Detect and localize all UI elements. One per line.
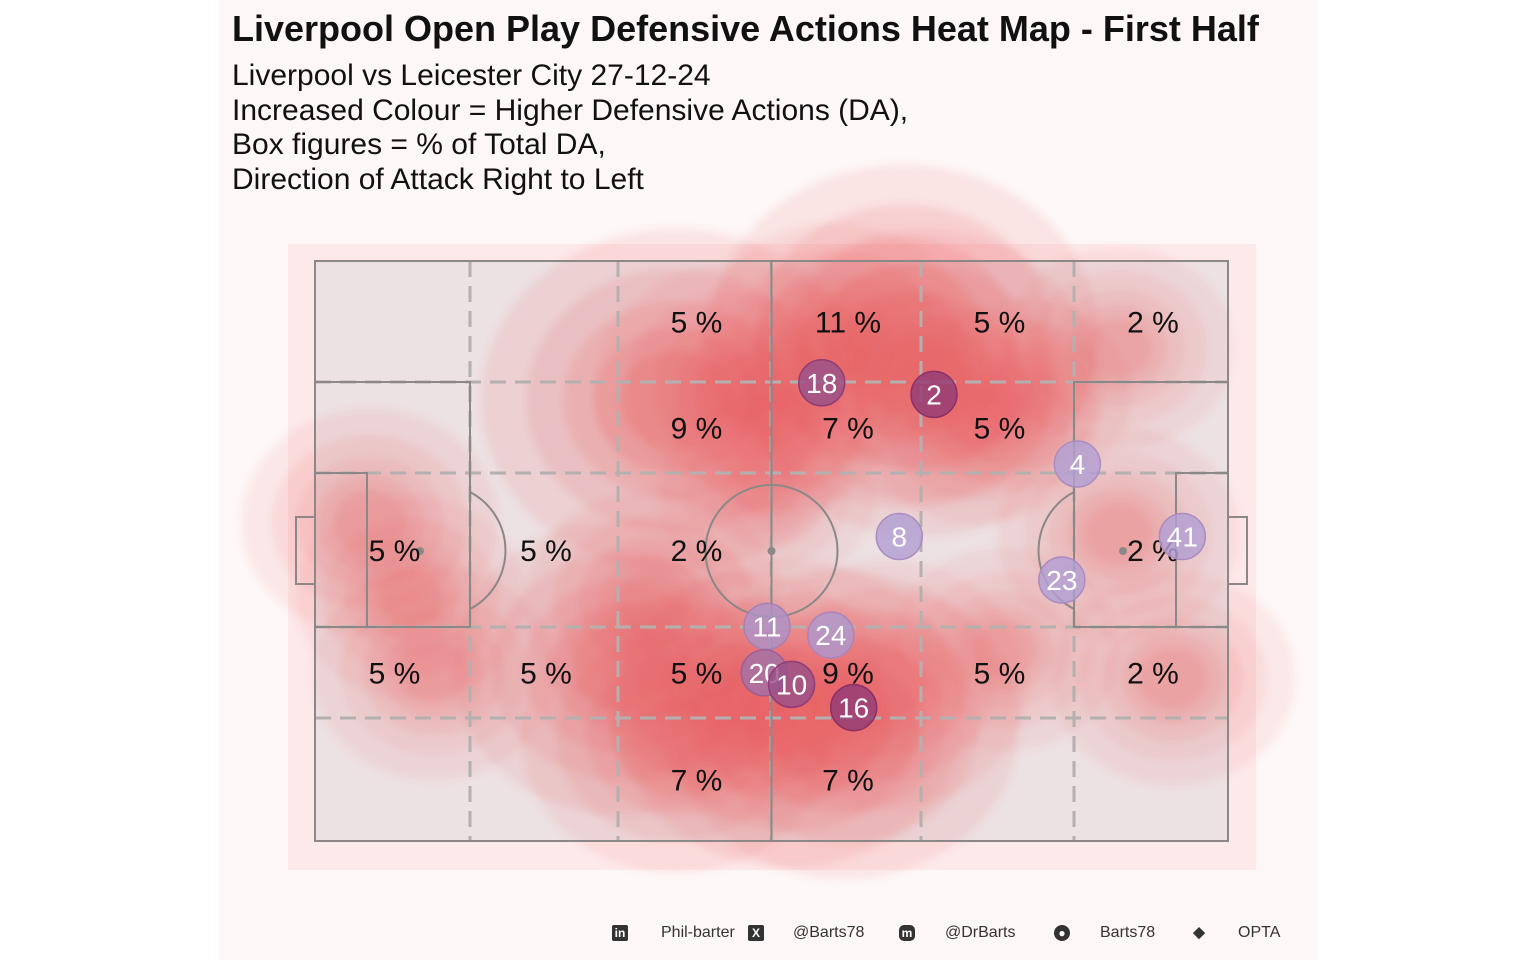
player-circle	[1038, 556, 1086, 604]
player-number: 10	[776, 669, 807, 700]
player-marker: 24	[807, 611, 855, 659]
chart-subtitle: Liverpool vs Leicester City 27-12-24 Inc…	[232, 59, 908, 197]
zone-label: 5 %	[974, 413, 1026, 446]
player-circle	[910, 370, 958, 419]
player-marker: 11	[743, 602, 791, 651]
footer-item-github[interactable]: ● Barts78	[1054, 924, 1155, 942]
player-circle	[1053, 440, 1102, 488]
right-penalty-spot	[1119, 547, 1127, 555]
zone-label: 5 %	[520, 658, 572, 691]
heat-blob	[971, 620, 1038, 679]
zone-label: 11 %	[815, 307, 881, 340]
pitch-markings	[295, 260, 1248, 842]
subtitle-line-2: Increased Colour = Higher Defensive Acti…	[232, 93, 909, 127]
heat-blob	[1138, 647, 1209, 710]
heat-blob	[991, 366, 1054, 422]
subtitle-line-3: Box figures = % of Total DA,	[232, 128, 606, 161]
player-marker: 16	[829, 683, 878, 732]
heat-blob	[749, 390, 812, 446]
zone-label: 2 %	[1127, 307, 1179, 340]
zone-label: 5 %	[520, 535, 572, 568]
zone-label: 9 %	[671, 413, 723, 446]
x-icon: X	[748, 925, 764, 941]
player-number: 24	[815, 620, 846, 651]
subtitle-line-1: Liverpool vs Leicester City 27-12-24	[232, 59, 711, 92]
zone-label: 7 %	[822, 765, 874, 798]
left-goal	[295, 516, 316, 585]
chart-title: Liverpool Open Play Defensive Actions He…	[232, 8, 1259, 49]
heat-blob	[796, 307, 875, 377]
mastodon-icon: m	[899, 925, 915, 941]
footer-item-x[interactable]: X @Barts78	[748, 924, 864, 942]
centre-spot	[767, 547, 776, 555]
player-number: 8	[892, 522, 908, 553]
footer-item-linkedin[interactable]: in Phil-barter	[612, 924, 735, 942]
player-number: 41	[1167, 522, 1198, 553]
heat-blob	[615, 570, 690, 636]
player-marker: 8	[875, 512, 924, 561]
left-penalty-arc	[469, 491, 507, 610]
right-goal	[1227, 516, 1248, 585]
player-marker: 4	[1053, 440, 1102, 488]
footer-item-dropbox[interactable]: ◆ OPTA	[1191, 924, 1280, 942]
player-number: 23	[1046, 565, 1077, 596]
zone-label: 5 %	[369, 535, 421, 568]
footer-label-linkedin: Phil-barter	[661, 924, 735, 941]
footer-item-mastodon[interactable]: m @DrBarts	[899, 924, 1015, 942]
footer-label-dropbox: OPTA	[1238, 924, 1281, 941]
heat-blob	[332, 489, 407, 555]
player-circle	[1158, 512, 1207, 561]
player-circle	[797, 359, 846, 407]
footer-label-github: Barts78	[1100, 924, 1156, 941]
zone-label: 5 %	[974, 658, 1026, 691]
linkedin-icon: in	[612, 925, 628, 941]
heat-blob	[377, 568, 445, 627]
dropbox-icon: ◆	[1193, 924, 1205, 941]
heat-blob	[735, 465, 799, 521]
footer-label-x: @Barts78	[793, 924, 865, 941]
left-penalty-spot	[416, 547, 424, 555]
heat-blob	[572, 624, 670, 710]
heat-blob	[398, 641, 469, 704]
player-circle	[875, 512, 924, 561]
zone-label: 2 %	[1127, 658, 1179, 691]
heat-blob	[1085, 318, 1152, 378]
zone-label: 7 %	[822, 413, 874, 446]
zone-label: 7 %	[671, 765, 723, 798]
zone-labels: 5 % 11 % 5 % 2 % 9 % 7 % 5 % 5 % 5 % 2 % 2 % 5 % 5 %…	[369, 307, 1179, 798]
player-circle	[767, 660, 816, 709]
subtitle-line-4: Direction of Attack Right to Left	[232, 162, 644, 196]
github-icon: ●	[1054, 925, 1070, 941]
zone-label: 5 %	[671, 658, 723, 691]
player-marker: 18	[797, 359, 846, 407]
player-circle	[807, 611, 855, 659]
player-number: 4	[1070, 449, 1086, 480]
player-marker: 10	[767, 660, 816, 709]
player-number: 16	[838, 693, 869, 724]
player-marker: 23	[1038, 556, 1086, 604]
footer-label-mastodon: @DrBarts	[945, 924, 1016, 941]
zone-label: 5 %	[369, 658, 421, 691]
player-number: 11	[752, 611, 781, 642]
player-marker: 41	[1158, 512, 1207, 561]
player-number: 2	[926, 379, 942, 410]
player-number: 18	[806, 368, 837, 399]
heat-blob	[1083, 502, 1154, 565]
player-circle	[829, 683, 878, 732]
player-marker: 2	[910, 370, 958, 419]
zone-label: 5 %	[974, 307, 1026, 340]
zone-label: 2 %	[671, 535, 723, 568]
zone-label: 5 %	[671, 307, 723, 340]
